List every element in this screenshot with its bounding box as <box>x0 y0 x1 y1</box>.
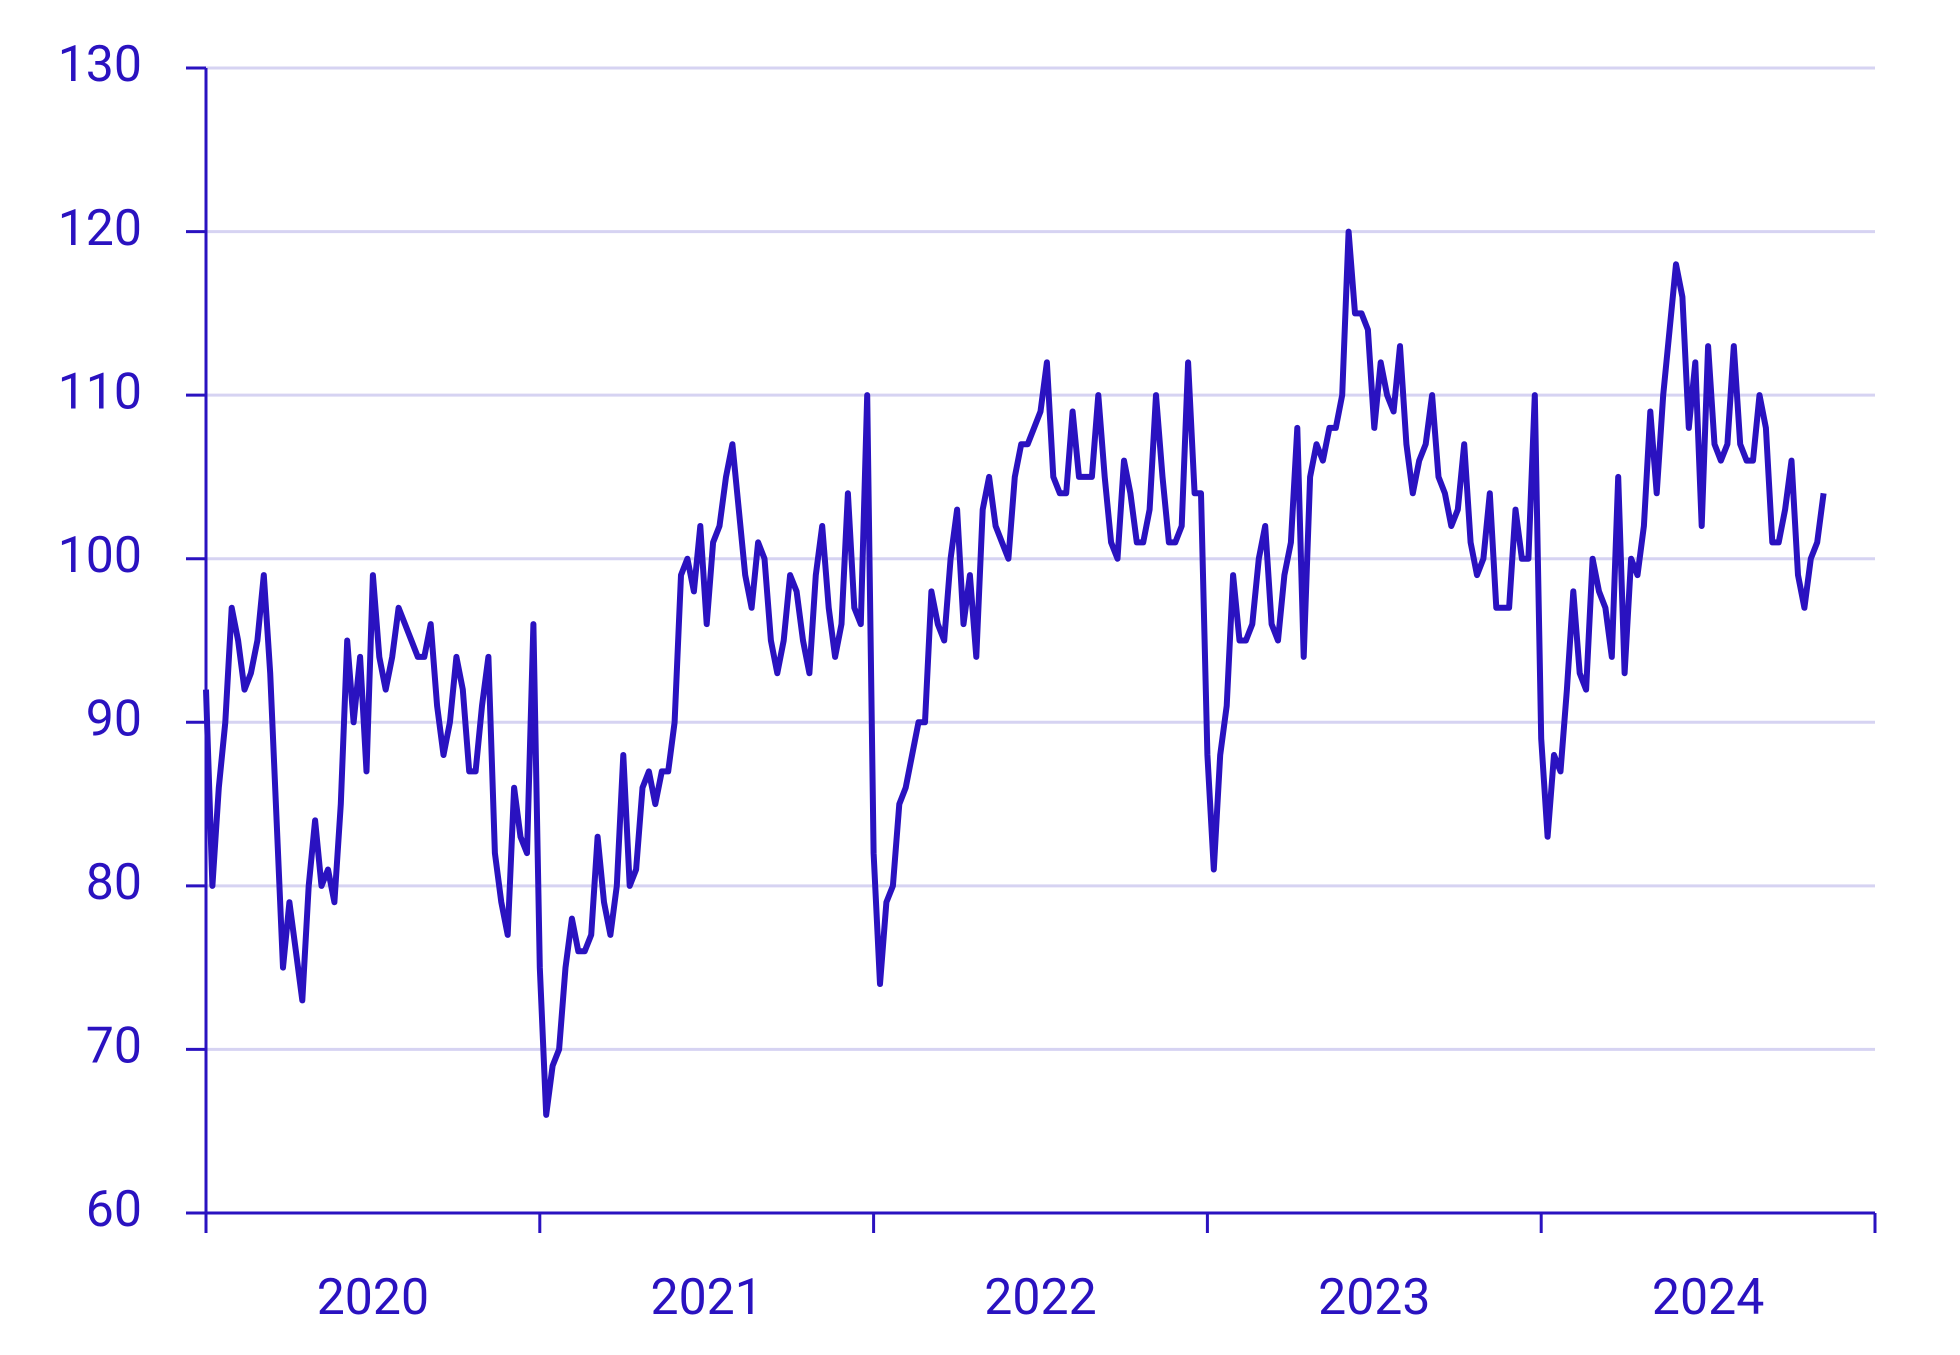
y-tick-label: 80 <box>86 854 142 912</box>
x-tick-label: 2022 <box>984 1269 1096 1327</box>
x-tick-label: 2023 <box>1318 1269 1430 1327</box>
y-tick-label: 60 <box>86 1181 142 1239</box>
x-tick-label: 2020 <box>317 1269 429 1327</box>
y-tick-label: 90 <box>86 690 142 748</box>
series-line <box>203 228 1827 1118</box>
y-tick-label: 120 <box>58 200 142 258</box>
x-tick-label: 2024 <box>1652 1269 1764 1327</box>
x-tick-label: 2021 <box>650 1269 762 1327</box>
y-tick-label: 130 <box>58 36 142 94</box>
y-tick-label: 110 <box>58 363 142 421</box>
y-tick-label: 100 <box>58 527 142 585</box>
y-tick-label: 70 <box>86 1018 142 1076</box>
